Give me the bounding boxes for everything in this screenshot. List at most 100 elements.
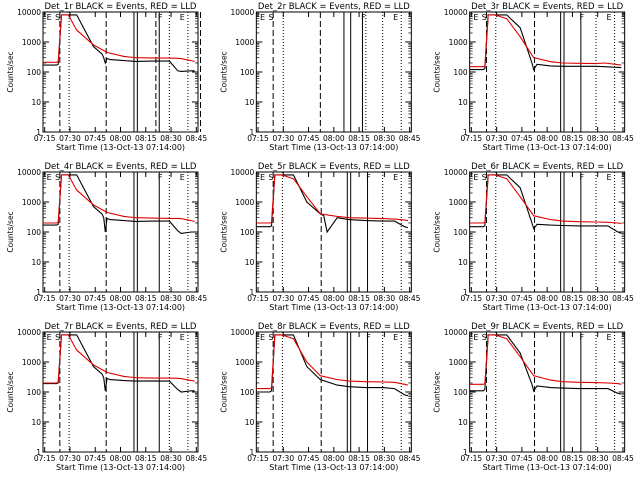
plot-frame	[469, 331, 626, 453]
x-tick-label: 07:30	[59, 294, 81, 303]
x-tick-label: 08:15	[135, 294, 157, 303]
plot-frame	[42, 331, 199, 453]
x-tick-label: 08:45	[399, 294, 421, 303]
x-tick-label: 08:15	[135, 454, 157, 463]
x-axis-title: Start Time (13-Oct-13 07:14:00)	[269, 463, 398, 472]
flag-label: E	[180, 13, 185, 22]
flag-label: F	[579, 13, 584, 22]
y-tick-label: 10	[458, 98, 468, 107]
y-tick-label: 10	[31, 418, 41, 427]
x-axis-title: Start Time (13-Oct-13 07:14:00)	[483, 463, 612, 472]
y-tick-label: 100	[27, 228, 42, 237]
flag-label: S	[55, 13, 60, 22]
flag-label: S	[482, 333, 487, 342]
y-tick-label: 1	[36, 288, 41, 297]
x-tick-label: 07:15	[34, 134, 56, 143]
flag-label: E	[47, 333, 52, 342]
x-tick-label: 07:45	[298, 454, 320, 463]
x-tick-label: 08:15	[562, 134, 584, 143]
flag-label: E	[47, 13, 52, 22]
chart-title: Det_3r BLACK = Events, RED = LLD	[471, 2, 623, 12]
lld-series-line	[469, 174, 622, 225]
x-tick-label: 07:30	[272, 294, 294, 303]
x-tick-label: 07:30	[272, 454, 294, 463]
x-tick-label: 07:30	[486, 294, 508, 303]
events-series-line	[43, 174, 195, 234]
y-tick-label: 10	[458, 258, 468, 267]
x-tick-label: 08:45	[186, 454, 208, 463]
flag-label: S	[55, 333, 60, 342]
y-axis-title: Counts/sec	[219, 211, 228, 252]
y-tick-label: 100	[240, 228, 255, 237]
y-tick-label: 1	[463, 448, 468, 457]
events-series-line	[469, 174, 622, 234]
y-tick-label: 1	[463, 128, 468, 137]
chart-title: Det_7r BLACK = Events, RED = LLD	[45, 322, 197, 332]
flag-label: F	[361, 13, 366, 22]
lld-series-line	[469, 14, 622, 68]
x-tick-label: 07:45	[84, 134, 106, 143]
flag-label: E	[180, 333, 185, 342]
events-series-line	[469, 334, 622, 395]
chart-title: Det_6r BLACK = Events, RED = LLD	[471, 162, 623, 172]
y-tick-label: 1000	[449, 198, 468, 207]
plot-frame	[469, 171, 626, 293]
y-axis-title: Counts/sec	[6, 371, 15, 412]
y-axis-title: Counts/sec	[433, 211, 442, 252]
events-series-line	[256, 174, 409, 234]
y-tick-label: 1000	[235, 38, 254, 47]
y-tick-label: 100	[453, 388, 468, 397]
x-tick-label: 08:45	[612, 454, 634, 463]
x-tick-label: 08:30	[160, 134, 182, 143]
lld-series-line	[43, 174, 195, 224]
y-tick-label: 100	[453, 228, 468, 237]
x-tick-label: 08:00	[536, 294, 558, 303]
flag-label: F	[579, 333, 584, 342]
x-tick-label: 08:00	[323, 134, 345, 143]
flag-label: E	[260, 333, 265, 342]
flag-label: E	[260, 173, 265, 182]
flag-label: E	[393, 333, 398, 342]
x-tick-label: 07:15	[461, 454, 483, 463]
y-tick-label: 10000	[444, 328, 468, 337]
y-tick-label: 1000	[449, 38, 468, 47]
x-tick-label: 08:45	[399, 454, 421, 463]
y-axis-title: Counts/sec	[6, 211, 15, 252]
series-group	[469, 14, 622, 71]
x-tick-label: 08:45	[186, 134, 208, 143]
lld-series-line	[256, 334, 409, 390]
y-axis-title: Counts/sec	[6, 51, 15, 92]
x-tick-label: 07:45	[84, 454, 106, 463]
events-series-line	[43, 14, 195, 72]
y-tick-label: 1000	[22, 38, 41, 47]
flag-label: E	[606, 173, 611, 182]
flag-label: F	[366, 333, 371, 342]
series-group	[256, 174, 409, 234]
x-tick-label: 07:15	[247, 294, 269, 303]
x-tick-label: 07:15	[34, 454, 56, 463]
flag-label: S	[482, 173, 487, 182]
x-tick-label: 07:45	[511, 134, 533, 143]
x-tick-label: 08:00	[110, 134, 132, 143]
x-tick-label: 08:45	[399, 134, 421, 143]
y-axis-title: Counts/sec	[219, 51, 228, 92]
x-tick-label: 08:15	[348, 294, 370, 303]
y-tick-label: 1	[250, 128, 255, 137]
y-tick-label: 1	[463, 288, 468, 297]
x-tick-label: 08:15	[348, 134, 370, 143]
flag-label: S	[482, 13, 487, 22]
x-tick-label: 07:45	[511, 294, 533, 303]
x-tick-label: 08:00	[323, 294, 345, 303]
x-tick-label: 08:15	[562, 294, 584, 303]
y-tick-label: 10000	[230, 328, 254, 337]
x-tick-label: 07:30	[59, 454, 81, 463]
x-tick-label: 08:15	[562, 454, 584, 463]
x-tick-label: 08:30	[587, 134, 609, 143]
events-series-line	[256, 334, 409, 397]
y-axis-title: Counts/sec	[433, 371, 442, 412]
x-tick-label: 07:15	[247, 134, 269, 143]
flag-label: E	[606, 333, 611, 342]
flag-label: S	[55, 173, 60, 182]
x-tick-label: 08:30	[374, 134, 396, 143]
